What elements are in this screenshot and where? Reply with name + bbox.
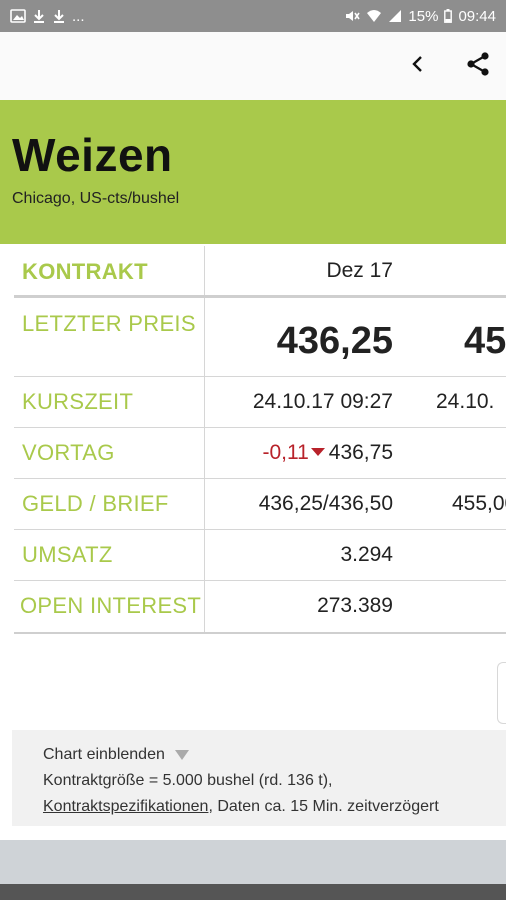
table-row-bid-ask: GELD / BRIEF 436,25/436,50 455,00 (14, 479, 506, 530)
page-title: Weizen (12, 129, 173, 181)
image-icon (10, 9, 26, 23)
row-label: KONTRAKT (22, 259, 148, 284)
more-notifications: ... (72, 7, 85, 25)
row-label: KURSZEIT (22, 389, 134, 414)
table-row-last-price: LETZTER PREIS 436,25 45 (14, 298, 506, 377)
table-row-previous-day: VORTAG -0,11 436,75 (14, 428, 506, 479)
previous-day-value: -0,11 436,75 (262, 441, 393, 465)
status-bar-right: 15% 09:44 (344, 8, 496, 25)
quote-time-value-next: 24.10. (436, 390, 495, 413)
side-scroll-indicator[interactable] (497, 662, 506, 724)
table-row-volume: UMSATZ 3.294 (14, 530, 506, 581)
previous-close: 436,75 (328, 441, 393, 464)
bid-ask-value-next: 455,00 (452, 492, 506, 515)
chevron-left-icon (411, 54, 425, 79)
table-row-open-interest: OPEN INTEREST 273.389 (14, 581, 506, 632)
open-interest-value: 273.389 (317, 594, 393, 617)
battery-icon (444, 9, 453, 23)
column-divider (204, 298, 205, 376)
battery-percent: 15% (408, 7, 439, 25)
clock: 09:44 (458, 7, 496, 25)
instrument-header: Weizen Chicago, US-cts/bushel (0, 100, 506, 244)
navigation-bar (0, 884, 506, 900)
row-label: GELD / BRIEF (22, 491, 169, 516)
spec-line: Kontraktspezifikationen, Daten ca. 15 Mi… (43, 794, 506, 820)
contract-size-text: Kontraktgröße = 5.000 bushel (rd. 136 t)… (43, 772, 333, 789)
contract-specs-link[interactable]: Kontraktspezifikationen (43, 798, 209, 815)
column-divider (204, 479, 205, 529)
column-divider (204, 428, 205, 478)
delay-note: , Daten ca. 15 Min. zeitverzögert (208, 798, 439, 815)
down-triangle-icon (310, 447, 325, 456)
table-bottom-border (14, 632, 506, 634)
mute-icon (344, 9, 361, 23)
share-button[interactable] (460, 48, 496, 84)
bid-ask-value: 436,25/436,50 (258, 492, 393, 515)
column-divider (204, 246, 205, 295)
share-icon (465, 51, 491, 82)
column-divider (204, 581, 205, 632)
column-divider (204, 377, 205, 427)
download-icon (32, 9, 46, 24)
row-label: LETZTER PREIS (22, 311, 196, 336)
page-subtitle: Chicago, US-cts/bushel (12, 190, 180, 207)
chart-toggle-label: Chart einblenden (43, 746, 165, 763)
price-change: -0,11 (262, 441, 309, 464)
last-price-value-next: 45 (464, 320, 506, 362)
row-label: VORTAG (22, 440, 115, 465)
back-button[interactable] (402, 48, 434, 84)
info-box: Chart einblenden Kontraktgröße = 5.000 b… (12, 730, 506, 826)
contract-month[interactable]: Dez 17 (326, 259, 393, 282)
column-divider (204, 530, 205, 580)
last-price-value: 436,25 (276, 320, 393, 362)
app-bar (0, 32, 506, 100)
download-icon (52, 9, 66, 24)
table-row-kontrakt: KONTRAKT Dez 17 (14, 246, 506, 298)
bottom-bar (0, 840, 506, 884)
table-row-quote-time: KURSZEIT 24.10.17 09:27 24.10. (14, 377, 506, 428)
volume-value: 3.294 (340, 543, 393, 566)
status-bar: ... 15% 09:44 (0, 0, 506, 32)
wifi-icon (366, 9, 382, 23)
signal-icon (388, 9, 402, 23)
quote-table[interactable]: KONTRAKT Dez 17 LETZTER PREIS 436,25 45 … (14, 246, 506, 632)
row-label: OPEN INTEREST (20, 593, 202, 618)
row-label: UMSATZ (22, 542, 113, 567)
chart-toggle-button[interactable]: Chart einblenden (43, 742, 189, 768)
quote-time-value: 24.10.17 09:27 (252, 390, 393, 413)
status-bar-left: ... (10, 8, 85, 25)
caret-down-icon (174, 750, 189, 760)
